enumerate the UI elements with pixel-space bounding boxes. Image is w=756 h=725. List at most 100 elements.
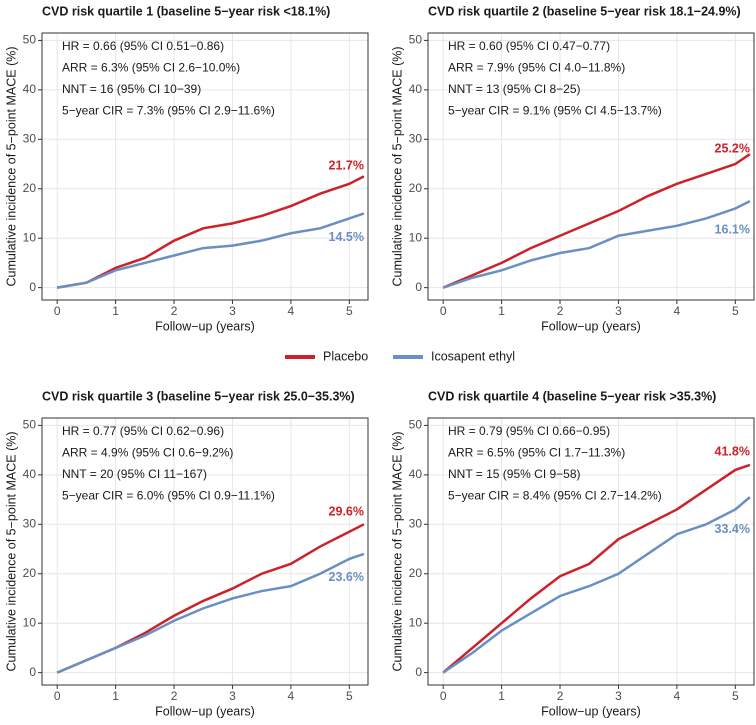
stat-annotation: NNT = 15 (95% CI 9−58)	[448, 467, 581, 481]
y-tick-label: 10	[409, 230, 423, 244]
stat-annotation: ARR = 7.9% (95% CI 4.0−11.8%)	[448, 61, 625, 75]
y-tick-label: 20	[409, 181, 423, 195]
series-line	[442, 153, 751, 289]
y-tick-label: 20	[23, 566, 37, 580]
x-tick-label: 5	[346, 689, 353, 703]
y-axis-label: Cumulative incidence of 5−point MACE (%)	[390, 431, 404, 671]
y-tick-label: 40	[23, 82, 37, 96]
x-tick-label: 3	[229, 304, 236, 318]
stat-annotation: 5−year CIR = 7.3% (95% CI 2.9−11.6%)	[62, 104, 275, 118]
stat-annotation: ARR = 6.5% (95% CI 1.7−11.3%)	[448, 446, 625, 460]
x-tick-label: 1	[498, 304, 505, 318]
x-tick-label: 5	[346, 304, 353, 318]
series-line	[442, 199, 751, 289]
end-value-label: 41.8%	[715, 444, 750, 458]
x-tick-label: 0	[54, 689, 61, 703]
end-value-label: 14.5%	[329, 230, 364, 244]
stat-annotation: 5−year CIR = 6.0% (95% CI 0.9−11.1%)	[62, 489, 275, 503]
panel-title: CVD risk quartile 4 (baseline 5−year ris…	[428, 389, 716, 403]
x-tick-label: 0	[440, 689, 447, 703]
x-tick-label: 1	[498, 689, 505, 703]
y-tick-label: 20	[409, 566, 423, 580]
plot-border	[41, 32, 369, 301]
x-tick-label: 0	[440, 304, 447, 318]
panel-title: CVD risk quartile 3 (baseline 5−year ris…	[42, 389, 355, 403]
x-axis-label: Follow−up (years)	[155, 319, 255, 333]
stat-annotation: ARR = 6.3% (95% CI 2.6−10.0%)	[62, 61, 240, 75]
y-tick-label: 0	[415, 280, 422, 294]
x-axis-label: Follow−up (years)	[155, 704, 255, 718]
y-tick-label: 30	[23, 131, 37, 145]
x-axis-label: Follow−up (years)	[541, 319, 641, 333]
x-tick-label: 3	[615, 304, 622, 318]
series-line	[442, 463, 751, 674]
plot-area	[41, 32, 369, 301]
x-tick-label: 5	[732, 304, 739, 318]
stat-annotation: HR = 0.60 (95% CI 0.47−0.77)	[448, 39, 610, 53]
y-tick-label: 10	[409, 615, 423, 629]
plot-border	[41, 417, 369, 686]
x-tick-label: 1	[112, 689, 119, 703]
y-tick-label: 10	[23, 230, 37, 244]
y-tick-label: 40	[409, 467, 423, 481]
y-tick-label: 30	[23, 516, 37, 530]
x-tick-label: 2	[557, 689, 564, 703]
x-tick-label: 4	[288, 304, 295, 318]
y-tick-label: 30	[409, 516, 423, 530]
y-tick-label: 30	[409, 131, 423, 145]
x-tick-label: 2	[171, 689, 178, 703]
y-tick-label: 50	[409, 33, 423, 47]
y-tick-label: 0	[29, 665, 36, 679]
end-value-label: 29.6%	[329, 505, 364, 519]
plot-border	[427, 417, 755, 686]
series-line	[56, 175, 365, 289]
stat-annotation: ARR = 4.9% (95% CI 0.6−9.2%)	[62, 446, 233, 460]
stat-annotation: 5−year CIR = 9.1% (95% CI 4.5−13.7%)	[448, 104, 662, 118]
end-value-label: 33.4%	[715, 522, 750, 536]
y-axis-label: Cumulative incidence of 5−point MACE (%)	[4, 431, 18, 671]
stat-annotation: HR = 0.66 (95% CI 0.51−0.86)	[62, 39, 224, 53]
x-tick-label: 0	[54, 304, 61, 318]
x-tick-label: 4	[674, 689, 681, 703]
x-tick-label: 4	[288, 689, 295, 703]
plot-area	[427, 32, 755, 301]
x-tick-label: 1	[112, 304, 119, 318]
end-value-label: 16.1%	[715, 222, 750, 236]
y-axis-label: Cumulative incidence of 5−point MACE (%)	[4, 46, 18, 286]
y-tick-label: 50	[409, 418, 423, 432]
y-tick-label: 40	[409, 82, 423, 96]
y-tick-label: 0	[29, 280, 36, 294]
series-line	[442, 496, 751, 674]
x-tick-label: 4	[674, 304, 681, 318]
x-tick-label: 5	[732, 689, 739, 703]
end-value-label: 21.7%	[329, 159, 364, 173]
stat-annotation: NNT = 13 (95% CI 8−25)	[448, 82, 581, 96]
legend-label: Icosapent ethyl	[431, 349, 515, 363]
y-axis-label: Cumulative incidence of 5−point MACE (%)	[390, 46, 404, 286]
end-value-label: 25.2%	[715, 141, 750, 155]
stat-annotation: NNT = 16 (95% CI 10−39)	[62, 82, 201, 96]
y-tick-label: 40	[23, 467, 37, 481]
x-tick-label: 3	[229, 689, 236, 703]
plot-border	[427, 32, 755, 301]
panel-title: CVD risk quartile 1 (baseline 5−year ris…	[42, 4, 330, 18]
y-tick-label: 50	[23, 418, 37, 432]
x-tick-label: 2	[171, 304, 178, 318]
x-tick-label: 2	[557, 304, 564, 318]
stat-annotation: HR = 0.77 (95% CI 0.62−0.96)	[62, 424, 224, 438]
series-line	[56, 212, 365, 289]
y-tick-label: 20	[23, 181, 37, 195]
y-tick-label: 0	[415, 665, 422, 679]
stat-annotation: NNT = 20 (95% CI 11−167)	[62, 467, 207, 481]
legend-label: Placebo	[323, 349, 368, 363]
panel-title: CVD risk quartile 2 (baseline 5−year ris…	[428, 4, 741, 18]
stat-annotation: 5−year CIR = 8.4% (95% CI 2.7−14.2%)	[448, 489, 662, 503]
x-tick-label: 3	[615, 689, 622, 703]
x-axis-label: Follow−up (years)	[541, 704, 641, 718]
end-value-label: 23.6%	[329, 570, 364, 584]
stat-annotation: HR = 0.79 (95% CI 0.66−0.95)	[448, 424, 610, 438]
y-tick-label: 50	[23, 33, 37, 47]
y-tick-label: 10	[23, 615, 37, 629]
series-line	[56, 552, 365, 674]
